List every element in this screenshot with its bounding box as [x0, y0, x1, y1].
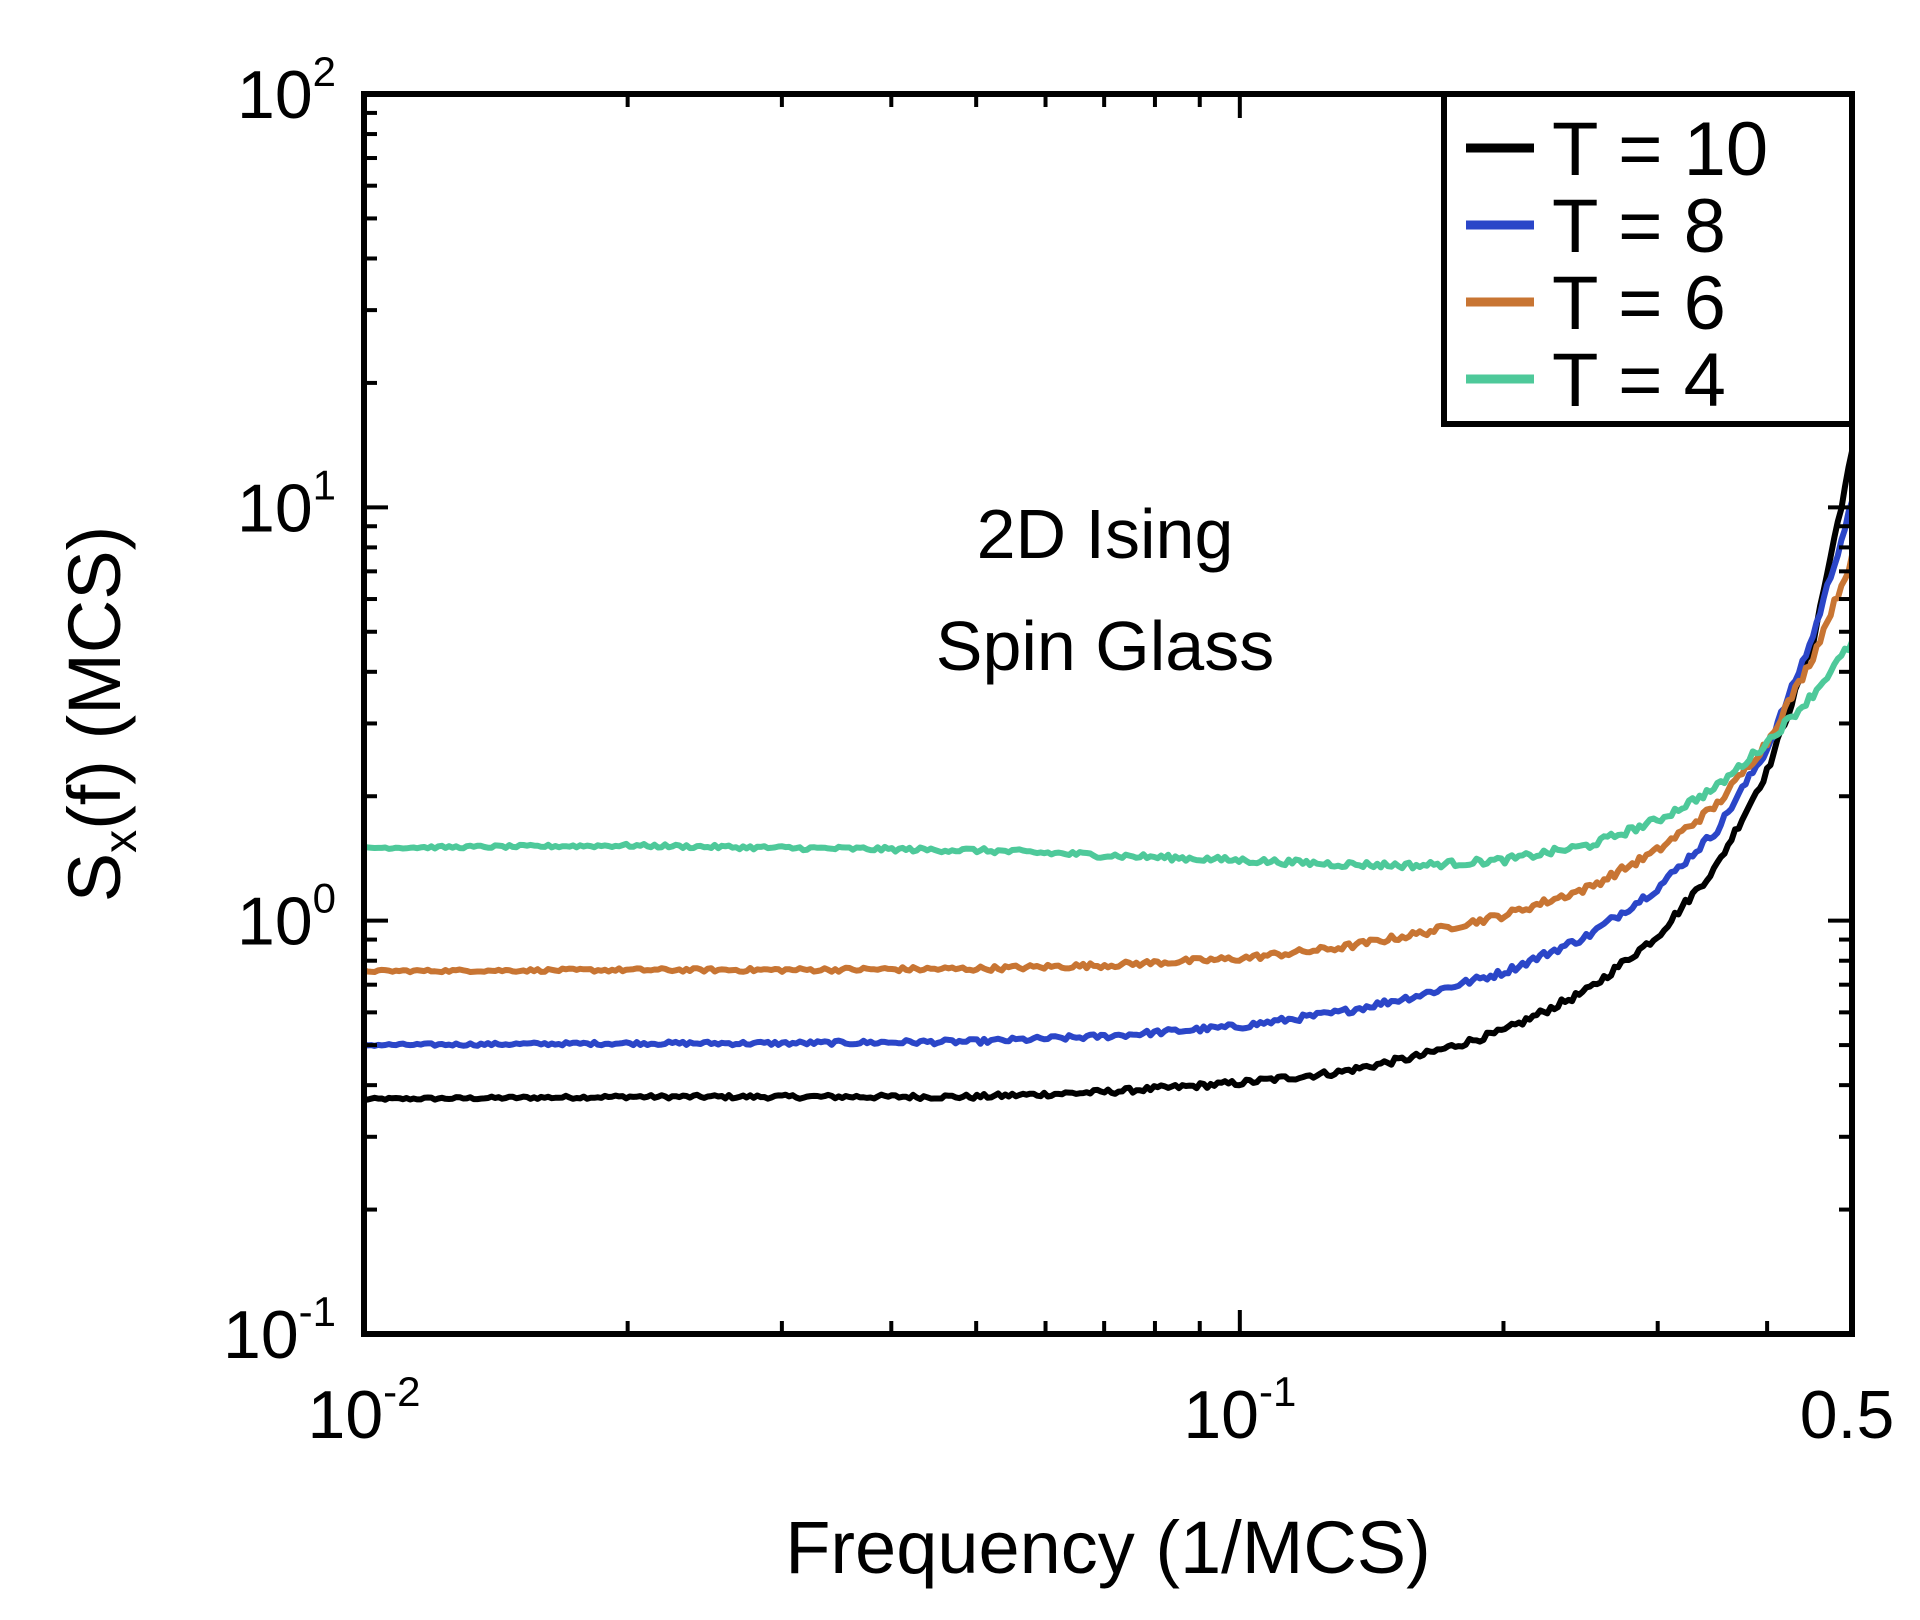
series-line-4	[364, 638, 1852, 872]
series-line-3	[364, 552, 1852, 976]
y-tick-label: 100	[237, 875, 336, 960]
series-line-1	[364, 448, 1852, 1103]
legend-label: T = 10	[1552, 107, 1768, 192]
series-layer	[364, 448, 1852, 1103]
legend-label: T = 4	[1552, 338, 1726, 423]
y-tick-label: 101	[237, 461, 336, 546]
plot-frame	[361, 91, 1855, 1337]
x-tick-label: 0.5	[1800, 1377, 1895, 1453]
x-tick-label: 10-2	[308, 1368, 421, 1453]
y-tick-label: 10-1	[223, 1288, 336, 1373]
y-axis-label: Sx(f) (MCS)	[53, 526, 146, 903]
y-tick-label: 102	[237, 48, 336, 133]
legend-label: T = 6	[1552, 261, 1726, 346]
annotation-text: 2D Ising	[977, 495, 1234, 573]
annotation-text: Spin Glass	[936, 607, 1274, 685]
x-tick-label: 10-1	[1183, 1368, 1296, 1453]
legend: T = 10T = 8T = 6T = 4	[1441, 91, 1855, 427]
series-line-2	[364, 498, 1852, 1049]
x-axis-label: Frequency (1/MCS)	[785, 1506, 1431, 1589]
legend-label: T = 8	[1552, 184, 1726, 269]
